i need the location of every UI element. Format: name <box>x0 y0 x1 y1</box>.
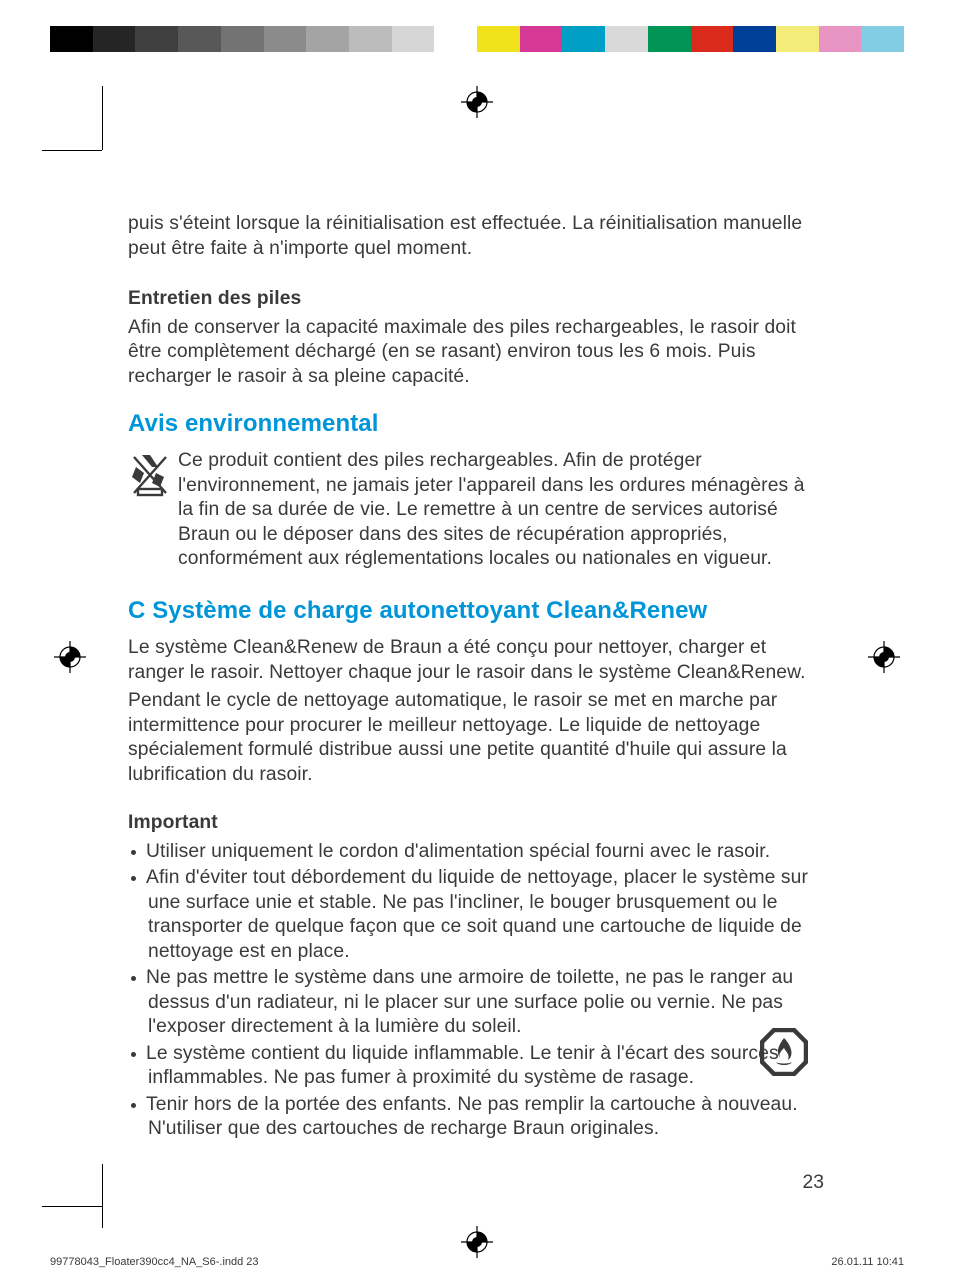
color-swatch <box>691 26 734 52</box>
color-swatch <box>605 26 648 52</box>
important-bullets: Utiliser uniquement le cordon d'alimenta… <box>128 840 808 1142</box>
section-title-batteries: Entretien des piles <box>128 287 808 312</box>
registration-mark-left <box>54 641 86 673</box>
color-swatch <box>306 26 349 52</box>
list-item: Ne pas mettre le système dans une armoir… <box>148 966 808 1040</box>
environmental-body: Ce produit contient des piles rechargeab… <box>178 449 808 572</box>
clean-paragraph-1: Le système Clean&Renew de Braun a été co… <box>128 636 808 685</box>
list-item: Utiliser uniquement le cordon d'alimenta… <box>148 840 808 865</box>
list-item: Afin d'éviter tout débordement du liquid… <box>148 866 808 964</box>
color-calibration-bar <box>50 26 904 52</box>
page-number: 23 <box>803 1172 824 1194</box>
crop-mark <box>42 150 102 151</box>
color-swatch <box>861 26 904 52</box>
color-swatch <box>264 26 307 52</box>
crop-mark <box>102 1164 103 1228</box>
color-swatch <box>648 26 691 52</box>
crop-mark <box>102 86 103 150</box>
heading-environmental: Avis environnemental <box>128 409 808 439</box>
color-swatch <box>93 26 136 52</box>
crop-mark <box>42 1206 102 1207</box>
page-content: puis s'éteint lorsque la réinitialisatio… <box>128 212 808 1144</box>
list-item: Le système contient du liquide inflammab… <box>148 1042 808 1091</box>
color-swatch <box>434 26 477 52</box>
color-swatch <box>520 26 563 52</box>
color-swatch <box>477 26 520 52</box>
color-swatch <box>50 26 93 52</box>
color-swatch <box>178 26 221 52</box>
environmental-block: Ce produit contient des piles rechargeab… <box>128 449 808 572</box>
color-swatch <box>776 26 819 52</box>
heading-clean-renew: C Système de charge autonettoyant Clean&… <box>128 596 808 626</box>
registration-mark-right <box>868 641 900 673</box>
color-swatch <box>221 26 264 52</box>
section-body-batteries: Afin de conserver la capacité maximale d… <box>128 316 808 390</box>
intro-paragraph: puis s'éteint lorsque la réinitialisatio… <box>128 212 808 261</box>
color-swatch <box>562 26 605 52</box>
color-swatch <box>392 26 435 52</box>
flammable-icon <box>760 1028 808 1084</box>
clean-paragraph-2: Pendant le cycle de nettoyage automatiqu… <box>128 689 808 787</box>
list-item: Tenir hors de la portée des enfants. Ne … <box>148 1093 808 1142</box>
color-swatch <box>135 26 178 52</box>
registration-mark-top <box>461 86 493 118</box>
color-swatch <box>349 26 392 52</box>
important-title: Important <box>128 811 808 836</box>
recycle-icon <box>128 449 178 572</box>
registration-mark-bottom <box>461 1226 493 1258</box>
color-swatch <box>733 26 776 52</box>
color-swatch <box>819 26 862 52</box>
